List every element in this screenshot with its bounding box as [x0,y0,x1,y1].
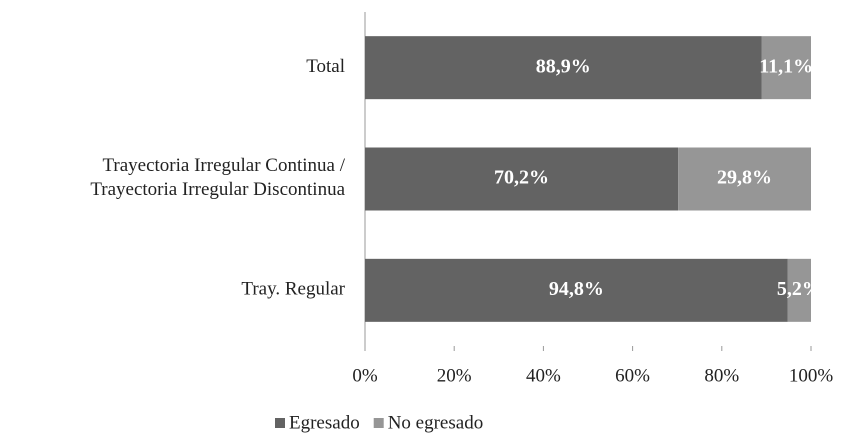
y-tick-label: Total [306,56,345,77]
bar-segment [365,147,679,211]
bar-segment [365,36,762,100]
x-tick-label: 100% [789,365,834,386]
value-label: 29,8% [717,167,772,189]
y-tick-label: Tray. Regular [241,279,345,300]
x-tick-label: 0% [352,365,378,386]
bar-segment [678,147,811,211]
legend-swatch [275,418,285,428]
value-label: 70,2% [494,167,549,189]
x-tick-label: 20% [437,365,472,386]
legend-swatch [373,418,384,428]
legend-label: Egresado [289,412,360,433]
y-tick-label: Trayectoria Irregular Continua / Trayecto… [90,155,345,200]
x-tick-label: 60% [615,365,650,386]
x-tick-label: 80% [704,365,739,386]
value-label: 11,1% [759,55,813,77]
value-label: 88,9% [536,55,591,77]
value-labels: 88,9% 11,1% 70,2% 29,8% 94,8% 5,2% [494,55,822,300]
bar-segment [365,258,788,322]
bar-segment [761,36,811,100]
legend-label: No egresado [388,412,484,433]
bar-segment [787,258,811,322]
value-label: 5,2% [777,278,822,300]
value-label: 94,8% [549,278,604,300]
x-tick-label: 40% [526,365,561,386]
